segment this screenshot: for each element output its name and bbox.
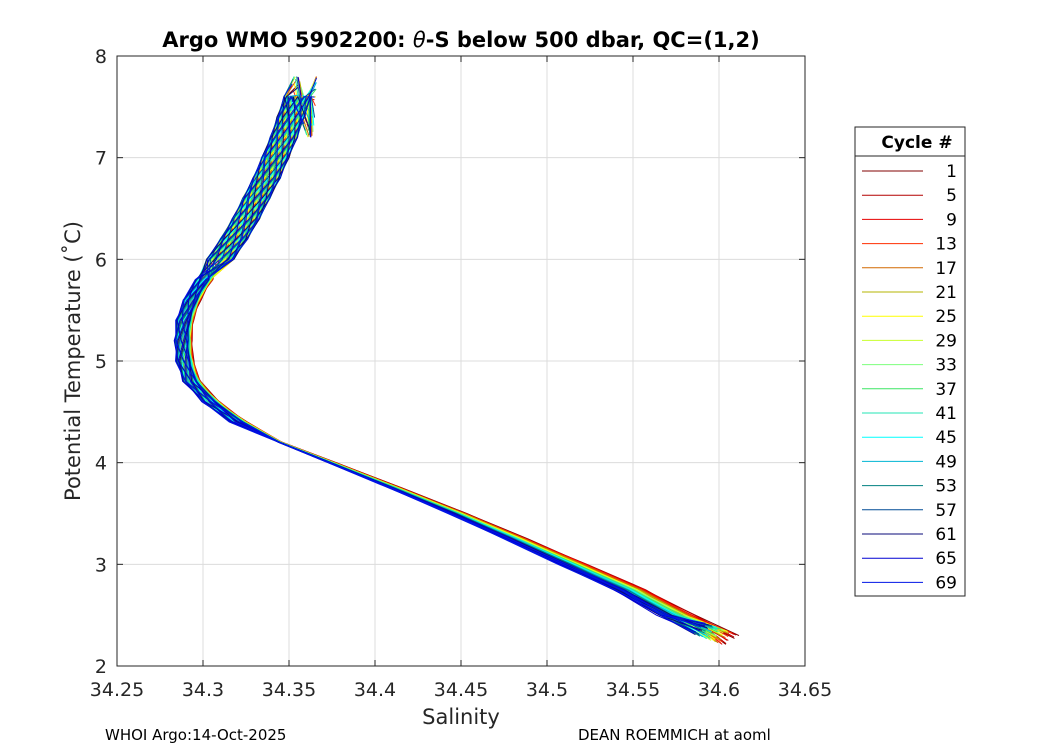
legend-entry-label: 5 (946, 186, 957, 206)
legend-entry-label: 65 (935, 549, 957, 569)
legend-entry-label: 37 (935, 380, 957, 400)
x-axis-label: Salinity (422, 705, 500, 729)
legend-title: Cycle # (881, 133, 952, 153)
legend-entry-label: 21 (935, 283, 957, 303)
chart-title: Argo WMO 5902200: θ-S below 500 dbar, QC… (162, 28, 759, 52)
axes-frame (116, 55, 806, 667)
y-tick-label: 8 (95, 46, 107, 68)
x-tick-label: 34.4 (354, 679, 396, 701)
y-tick-labels: 2 3 4 5 6 7 8 (95, 46, 107, 678)
legend-box (854, 126, 966, 597)
legend-entry-label: 1 (946, 162, 957, 182)
x-tick-label: 34.5 (526, 679, 568, 701)
x-tick-labels: 34.25 34.3 34.35 34.4 34.45 34.5 34.55 34.6 34.6… (90, 679, 832, 701)
profile-lines (173, 76, 740, 645)
x-tick-label: 34.65 (778, 679, 832, 701)
y-tick-label: 3 (95, 554, 107, 576)
legend-entry-label: 41 (935, 404, 957, 424)
legend-entry-label: 69 (935, 573, 957, 593)
legend-entry-label: 33 (935, 356, 957, 376)
x-tick-label: 34.6 (698, 679, 740, 701)
y-tick-label: 7 (95, 148, 107, 170)
profile-cycle-67 (178, 96, 697, 633)
footer-right: DEAN ROEMMICH at aoml (578, 726, 771, 744)
legend-entry-label: 61 (935, 525, 957, 545)
y-tick-label: 6 (95, 249, 107, 271)
legend-entry-label: 13 (935, 235, 957, 255)
x-tick-label: 34.55 (606, 679, 660, 701)
legend-entry-label: 9 (946, 210, 957, 230)
y-tick-label: 5 (95, 351, 107, 373)
legend-entry-label: 49 (935, 452, 957, 472)
legend-entry-label: 45 (935, 428, 957, 448)
profile-cycle-70 (174, 96, 706, 624)
legend-entry-label: 25 (935, 307, 957, 327)
footer-left: WHOI Argo:14-Oct-2025 (105, 726, 286, 744)
legend: Cycle # 1 5 9 13 17 21 25 29 33 37 41 45 49 53 57 61 65 6… (854, 126, 966, 597)
y-tick-label: 4 (95, 453, 107, 475)
profile-cycle-68 (181, 83, 695, 634)
x-tick-label: 34.45 (434, 679, 488, 701)
y-axis-label: Potential Temperature (˚C) (61, 221, 85, 501)
x-tick-label: 34.3 (182, 679, 224, 701)
legend-entry-label: 53 (935, 477, 957, 497)
legend-entry-label: 17 (935, 259, 957, 279)
x-tick-label: 34.35 (262, 679, 316, 701)
legend-entry-label: 29 (935, 331, 957, 351)
y-tick-label: 2 (95, 656, 107, 678)
x-tick-label: 34.25 (90, 679, 144, 701)
legend-entry-label: 57 (935, 501, 957, 521)
